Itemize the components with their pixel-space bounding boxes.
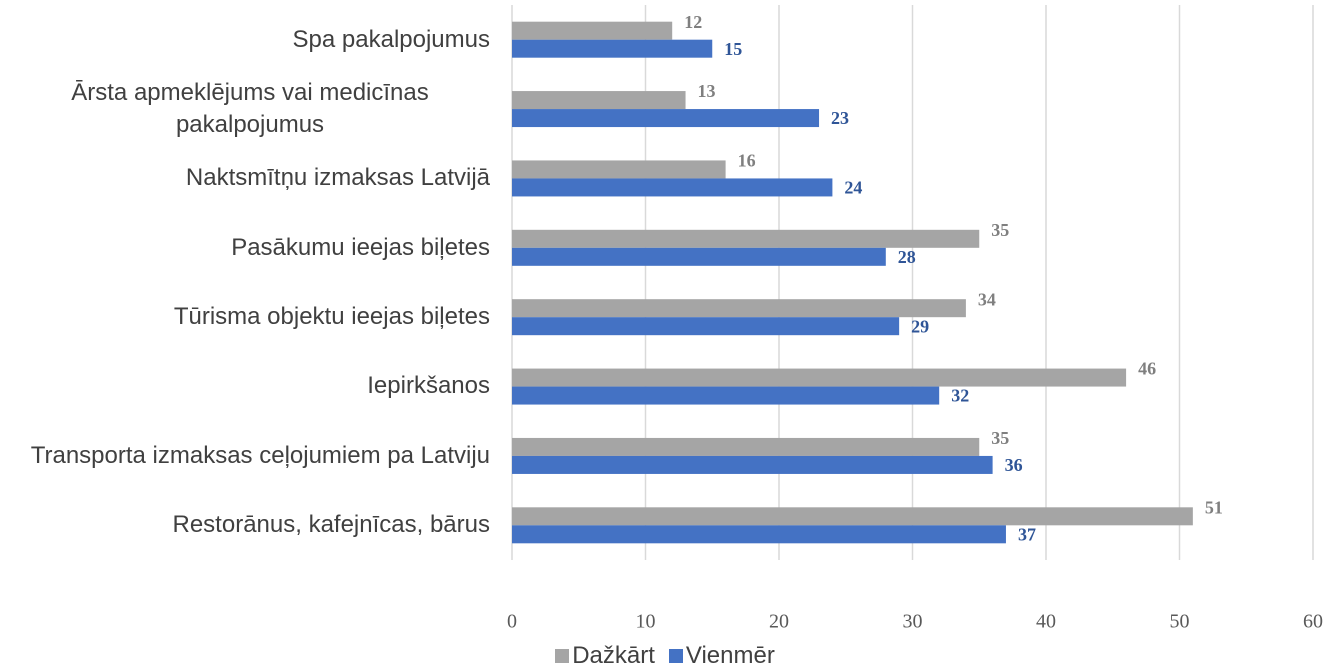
category-label: Pasākumu ieejas biļetes [10,213,490,282]
data-label: 28 [898,247,916,267]
bar [512,386,940,405]
category-text: Iepirkšanos [367,372,490,400]
bar [512,160,726,179]
category-text: Transporta izmaksas ceļojumiem pa Latvij… [30,441,490,469]
category-text: Tūrisma objektu ieejas biļetes [173,303,490,330]
data-label: 35 [991,220,1009,240]
x-tick-label: 30 [903,611,923,633]
bar [512,299,966,318]
category-label: Transporta izmaksas ceļojumiem pa Latvij… [10,421,490,490]
category-text: Ārsta apmeklējums vai medicīnas pakalpoj… [71,78,429,138]
category-label: Spa pakalpojumus [10,5,490,74]
data-label: 13 [698,81,716,101]
bar [512,507,1193,526]
x-tick-label: 10 [636,611,656,633]
data-label: 23 [831,108,849,128]
data-label: 29 [911,316,929,336]
x-tick-label: 20 [769,611,789,633]
bar [512,455,993,474]
x-tick-label: 50 [1170,611,1190,633]
bar [512,91,686,110]
bar [512,437,980,456]
category-label: Ārsta apmeklējums vai medicīnas pakalpoj… [10,74,490,143]
bar [512,247,886,266]
category-text: Pasākumu ieejas biļetes [231,233,490,261]
legend-label: Vienmēr [685,642,775,669]
data-label: 15 [724,39,742,59]
category-label: Naktsmītņu izmaksas Latvijā [10,144,490,213]
legend-swatch [668,649,683,663]
category-label: Iepirkšanos [10,352,490,421]
category-text: Spa pakalpojumus [292,25,490,53]
data-label: 12 [684,12,702,32]
legend-item: Vienmēr [668,642,775,670]
legend-label: Dažkārt [572,642,655,669]
bar [512,525,1006,544]
category-label: Restorānus, kafejnīcas, bārus [10,491,491,560]
data-label: 24 [844,178,862,198]
data-label: 16 [738,151,756,171]
legend-swatch [555,649,570,663]
data-label: 32 [951,386,969,406]
data-label: 51 [1205,497,1223,517]
bar [512,109,820,128]
x-tick-label: 0 [507,611,517,633]
bar [512,229,980,248]
category-label: Tūrisma objektu ieejas biļetes [10,283,490,352]
bar [512,39,713,58]
bar [512,21,673,40]
data-label: 36 [1005,455,1023,475]
bar [512,178,833,197]
data-label: 37 [1018,524,1036,544]
category-text: Naktsmītņu izmaksas Latvijā [185,164,490,192]
x-tick-label: 40 [1036,611,1056,633]
legend-item: Dažkārt [555,642,655,670]
data-label: 35 [991,428,1009,448]
category-text: Restorānus, kafejnīcas, bārus [172,511,491,539]
x-tick-label: 60 [1303,611,1323,633]
legend: Dažkārt Vienmēr [0,642,1330,670]
bar [512,317,900,336]
bar [512,368,1127,387]
data-label: 46 [1138,359,1156,379]
data-label: 34 [978,289,996,309]
